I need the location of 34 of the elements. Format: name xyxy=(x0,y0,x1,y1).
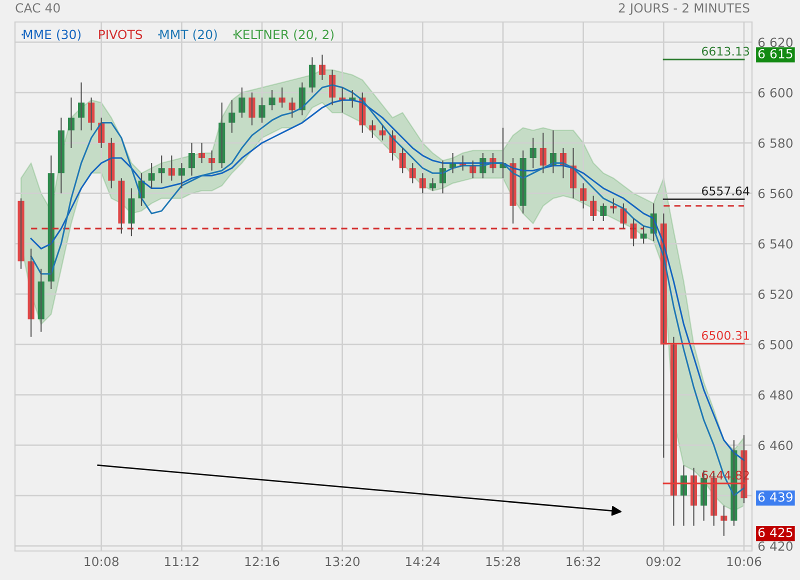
x-tick-label: 13:20 xyxy=(326,556,360,566)
candlestick xyxy=(258,97,266,124)
x-tick-label: 16:32 xyxy=(566,556,600,566)
y-tick-label: 6 420 xyxy=(758,541,793,551)
text: 6 439 xyxy=(758,492,792,502)
y-tick-label: 6 580 xyxy=(758,138,793,148)
chart-subtitle: 2 JOURS - 2 MINUTES xyxy=(618,3,750,15)
annotation: 6557.64 xyxy=(702,186,750,196)
annotation: 6613.13 xyxy=(702,46,750,56)
text: 6 615 xyxy=(758,48,792,58)
annotation: 6500.31 xyxy=(702,330,749,340)
y-tick-label: 6 500 xyxy=(758,340,793,350)
legend-label: MMT (20) xyxy=(160,30,217,41)
y-tick-label: 6 520 xyxy=(758,290,793,299)
text: PIVOTS xyxy=(99,30,142,40)
candlestick xyxy=(379,124,386,141)
x-tick-label: 15:28 xyxy=(486,556,520,566)
y-tick-label: 6 460 xyxy=(758,440,793,450)
legend-label: KELTNER (20, 2) xyxy=(235,30,334,41)
y-tick-label: 6 620 xyxy=(758,38,793,48)
y-tick-label: 6 600 xyxy=(758,88,793,98)
legend-label: MME (30) xyxy=(24,30,81,41)
x-tick-label: 12:16 xyxy=(245,556,280,566)
text: 6 425 xyxy=(758,528,792,538)
y-tick-label: 6 480 xyxy=(758,390,793,400)
y-tick-label: 6 540 xyxy=(758,239,793,249)
x-tick-label: 10:08 xyxy=(84,556,119,566)
x-tick-label: 10:06 xyxy=(727,556,762,566)
candlestick xyxy=(720,505,728,536)
x-tick-label: 09:02 xyxy=(646,556,680,566)
y-tick-label: 6 560 xyxy=(758,188,793,198)
x-tick-label: 11:12 xyxy=(165,556,198,566)
chart-title: CAC 40 xyxy=(16,3,60,13)
x-tick-label: 14:24 xyxy=(406,556,440,566)
